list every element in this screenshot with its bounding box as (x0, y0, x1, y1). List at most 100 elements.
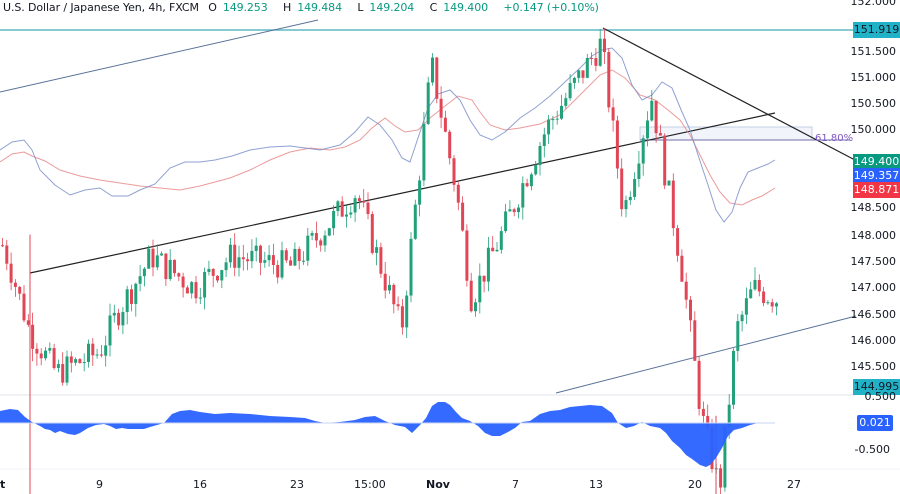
bullish-candle (431, 57, 434, 83)
oscillator-tick: 0.500 (864, 390, 897, 403)
bullish-candle (228, 244, 232, 263)
bearish-candle (314, 233, 318, 241)
bearish-candle (607, 52, 611, 108)
bullish-candle (723, 426, 727, 488)
bullish-candle (560, 105, 563, 119)
time-tick: t (0, 478, 6, 491)
bearish-candle (26, 320, 30, 325)
bullish-candle (224, 262, 228, 271)
bullish-candle (409, 238, 413, 296)
bearish-candle (35, 348, 39, 354)
bullish-candle (598, 38, 602, 66)
bullish-candle (198, 297, 202, 299)
bullish-candle (418, 180, 422, 205)
price-tick: 150.500 (850, 97, 897, 110)
bearish-candle (658, 133, 662, 136)
bullish-candle (529, 174, 533, 187)
price-tick: 148.500 (850, 201, 897, 214)
upper-channel-line[interactable] (0, 19, 319, 93)
bullish-candle (624, 200, 628, 210)
lower-channel-line[interactable] (555, 315, 857, 394)
symbol-legend[interactable]: U.S. Dollar / Japanese Yen, 4h, FXCM O 14… (3, 1, 605, 14)
bearish-candle (241, 257, 245, 260)
time-tick: Nov (426, 478, 450, 491)
bearish-candle (366, 202, 370, 215)
bearish-candle (594, 58, 598, 66)
bullish-candle (250, 250, 254, 262)
bullish-candle (267, 255, 271, 261)
bullish-candle (293, 248, 297, 266)
bearish-candle (370, 214, 374, 253)
bearish-candle (770, 302, 774, 307)
bullish-candle (637, 163, 641, 179)
time-tick: 27 (787, 478, 801, 491)
bearish-candle (680, 255, 684, 282)
bearish-candle (177, 273, 181, 277)
bearish-candle (362, 201, 366, 203)
bullish-candle (168, 259, 172, 280)
slow-ma-price-tag: 148.871 (853, 182, 900, 198)
bearish-candle (615, 120, 619, 169)
bullish-candle (474, 302, 477, 312)
bullish-candle (56, 364, 60, 368)
bearish-candle (130, 289, 133, 304)
bullish-candle (426, 82, 430, 124)
oscillator-area[interactable] (0, 402, 775, 467)
price-tick: 148.000 (850, 229, 897, 242)
bullish-candle (95, 354, 99, 356)
bearish-candle (69, 356, 73, 363)
bullish-candle (323, 235, 327, 246)
bearish-candle (151, 248, 155, 268)
bearish-candle (439, 98, 443, 118)
bullish-candle (87, 343, 90, 363)
bearish-candle (383, 273, 387, 291)
bullish-candle (478, 275, 482, 303)
bearish-candle (18, 286, 22, 294)
bullish-candle (207, 268, 211, 273)
bullish-candle (327, 228, 331, 236)
bearish-candle (452, 158, 456, 185)
bearish-candle (719, 468, 723, 488)
bearish-candle (525, 183, 529, 187)
bullish-candle (542, 134, 546, 146)
bullish-candle (310, 233, 314, 236)
bullish-candle (727, 404, 731, 427)
bearish-candle (448, 131, 452, 159)
bullish-candle (388, 284, 391, 291)
candlestick-series[interactable] (1, 28, 778, 494)
bearish-candle (654, 100, 658, 134)
bearish-candle (289, 260, 293, 266)
bullish-candle (65, 356, 69, 383)
falling-resistance-trendline[interactable] (602, 27, 856, 161)
bearish-candle (620, 168, 624, 210)
rising-support-trendline[interactable] (29, 112, 776, 274)
time-tick: 13 (589, 478, 603, 491)
bullish-candle (121, 312, 125, 326)
bullish-candle (568, 83, 572, 99)
price-tick: 151.500 (850, 45, 897, 58)
bearish-candle (194, 282, 198, 299)
resistance-price-tag: 151.919 (853, 22, 900, 38)
price-tick: 147.500 (850, 255, 897, 268)
bearish-candle (706, 415, 710, 428)
bearish-candle (482, 275, 486, 282)
bullish-candle (753, 279, 757, 290)
bearish-candle (456, 184, 460, 203)
price-tick: 152.000 (850, 0, 897, 8)
bearish-candle (465, 230, 469, 281)
bullish-candle (499, 231, 503, 250)
bearish-candle (762, 291, 766, 304)
bearish-candle (443, 117, 447, 132)
bullish-candle (585, 57, 589, 78)
bearish-candle (697, 360, 701, 409)
bearish-candle (400, 306, 404, 328)
bullish-candle (160, 253, 164, 256)
bullish-candle (633, 178, 637, 197)
bearish-candle (99, 354, 103, 356)
bullish-candle (147, 248, 151, 269)
bearish-candle (52, 348, 56, 368)
bullish-candle (422, 123, 426, 181)
bullish-candle (744, 298, 748, 315)
bullish-candle (138, 276, 142, 284)
